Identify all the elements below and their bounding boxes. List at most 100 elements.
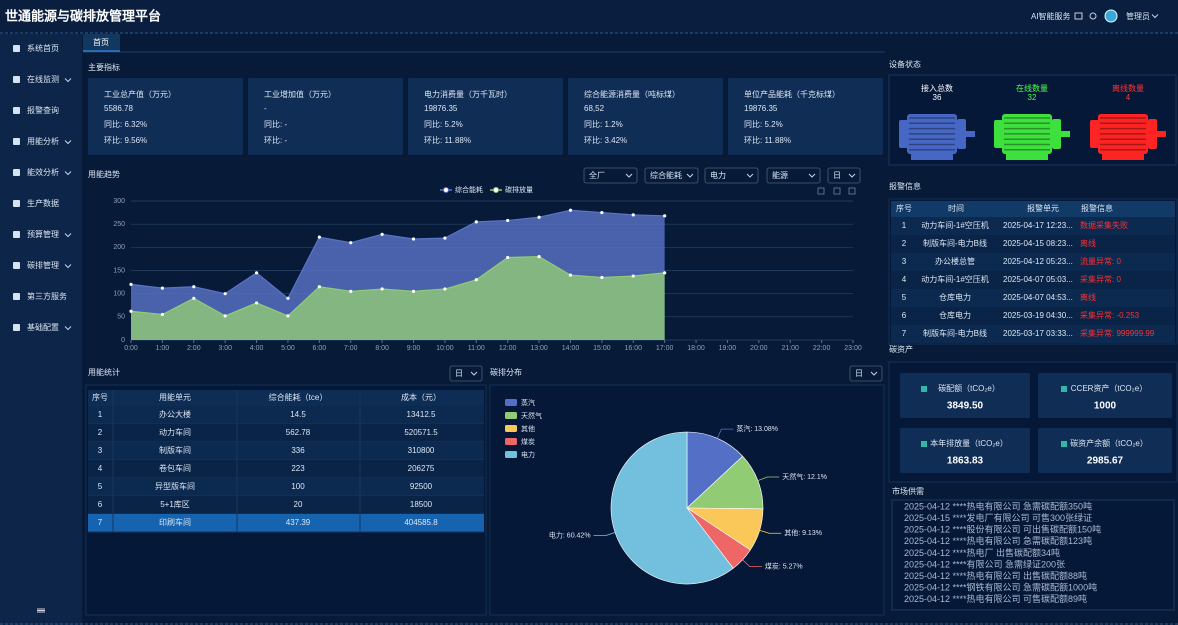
- market-item: 2025-04-12 ****股份有限公司 可出售碳配额150吨: [904, 524, 1101, 535]
- nav-item[interactable]: 用能分析: [27, 136, 59, 146]
- select[interactable]: [766, 167, 821, 184]
- asset-value: 3849.50: [947, 401, 984, 412]
- section-title: 用能统计: [88, 367, 120, 377]
- motor-base: [1006, 154, 1048, 160]
- table-header: 时间: [948, 203, 964, 213]
- nav-item[interactable]: 生产数据: [27, 198, 59, 208]
- table-cell: 92500: [410, 482, 433, 491]
- asset-value: 1000: [1094, 401, 1117, 412]
- tab-label[interactable]: 首页: [93, 37, 109, 47]
- legend-label[interactable]: 综合能耗: [455, 185, 483, 194]
- market-item: 2025-04-12 ****热电有限公司 急需碳配额123吨: [904, 535, 1092, 546]
- chevron: [64, 233, 72, 238]
- select[interactable]: [849, 365, 883, 382]
- table-row: [88, 514, 484, 532]
- table-cell: 562.78: [286, 428, 311, 437]
- table-cell: 3: [902, 257, 907, 266]
- leader-line: [757, 476, 780, 481]
- legend-label[interactable]: 其他: [521, 424, 535, 433]
- data-point: [223, 314, 227, 318]
- x-tick-label: 0:00: [124, 345, 138, 352]
- motor-end: [994, 120, 1003, 148]
- chevron: [470, 371, 478, 376]
- legend-label[interactable]: 碳排放量: [505, 185, 533, 194]
- table-row: [891, 271, 1175, 289]
- table-cell: 卷包车间: [159, 463, 191, 473]
- table-row: [88, 496, 484, 514]
- user-name[interactable]: 管理员: [1126, 11, 1150, 21]
- nav-item[interactable]: 第三方服务: [27, 291, 67, 301]
- select[interactable]: [704, 167, 759, 184]
- data-point: [663, 271, 667, 275]
- table-cell: 流量异常: 0: [1080, 256, 1121, 266]
- ai-service[interactable]: AI智能服务: [1031, 11, 1071, 21]
- motor-cap: [1052, 119, 1061, 149]
- table-header: 用能单元: [159, 392, 191, 402]
- message-icon: [1074, 12, 1083, 20]
- data-point: [286, 314, 290, 318]
- select[interactable]: [583, 167, 638, 184]
- select-label: 综合能耗: [650, 170, 682, 180]
- legend-swatch: [505, 399, 517, 406]
- select[interactable]: [449, 365, 483, 382]
- kpi-value: 5586.78: [104, 104, 133, 113]
- chevron: [1151, 14, 1159, 19]
- x-tick-label: 16:00: [624, 345, 642, 352]
- legend-label[interactable]: 蒸汽: [521, 398, 535, 407]
- asset-value: 1863.83: [947, 456, 984, 467]
- kpi-card: [88, 78, 243, 155]
- select[interactable]: [827, 167, 861, 184]
- kpi-card: [408, 78, 563, 155]
- x-tick-label: 21:00: [781, 345, 799, 352]
- nav-icon: [13, 231, 20, 238]
- kpi-card: [568, 78, 723, 155]
- table-cell: 离线: [1080, 238, 1096, 248]
- x-tick-label: 13:00: [530, 345, 548, 352]
- x-tick-label: 12:00: [499, 345, 517, 352]
- data-point: [349, 241, 353, 245]
- data-point: [192, 285, 196, 289]
- x-tick-label: 7:00: [344, 345, 358, 352]
- table-cell: 制版车间: [159, 445, 191, 455]
- nav-item[interactable]: 在线监测: [27, 74, 59, 84]
- device-label: 离线数量: [1112, 83, 1144, 93]
- kpi-yoy: 同比: 6.32%: [104, 119, 147, 129]
- table-cell: 2025-04-15 08:23...: [1003, 239, 1073, 248]
- nav-item[interactable]: 能效分析: [27, 167, 59, 177]
- data-point: [254, 271, 259, 275]
- x-tick-label: 20:00: [750, 345, 768, 352]
- x-tick-label: 15:00: [593, 345, 611, 352]
- app-title: 世通能源与碳排放管理平台: [5, 8, 161, 23]
- legend-label[interactable]: 天然气: [521, 411, 542, 420]
- x-tick-label: 10:00: [436, 345, 454, 352]
- data-point: [568, 208, 573, 212]
- data-point: [537, 215, 541, 219]
- table-cell: 206275: [408, 464, 435, 473]
- legend-label[interactable]: 电力: [521, 450, 535, 459]
- nav-item[interactable]: 报警查询: [27, 105, 59, 115]
- select[interactable]: [644, 167, 699, 184]
- motor-icon: [899, 114, 975, 160]
- section-title: 报警信息: [889, 181, 921, 191]
- y-tick-label: 200: [113, 244, 125, 251]
- nav-item[interactable]: 基础配置: [27, 322, 59, 332]
- table-row: [88, 460, 484, 478]
- chevron: [625, 173, 633, 178]
- chevron: [870, 371, 878, 376]
- data-point: [349, 289, 353, 293]
- kpi-value: -: [264, 104, 267, 113]
- table-cell: 4: [98, 464, 103, 473]
- asset-card: [900, 373, 1030, 418]
- device-label: 接入总数: [921, 83, 953, 93]
- nav-item[interactable]: 碳排管理: [27, 260, 59, 270]
- data-point: [160, 286, 164, 290]
- legend-label[interactable]: 煤炭: [521, 437, 535, 446]
- nav-item[interactable]: 系统首页: [27, 43, 59, 53]
- nav-item[interactable]: 预算管理: [27, 229, 59, 239]
- asset-icon: [1061, 386, 1067, 392]
- motor-body: [1002, 114, 1052, 154]
- leader-line: [759, 529, 782, 534]
- data-point: [568, 273, 573, 277]
- nav-icon: [13, 45, 20, 52]
